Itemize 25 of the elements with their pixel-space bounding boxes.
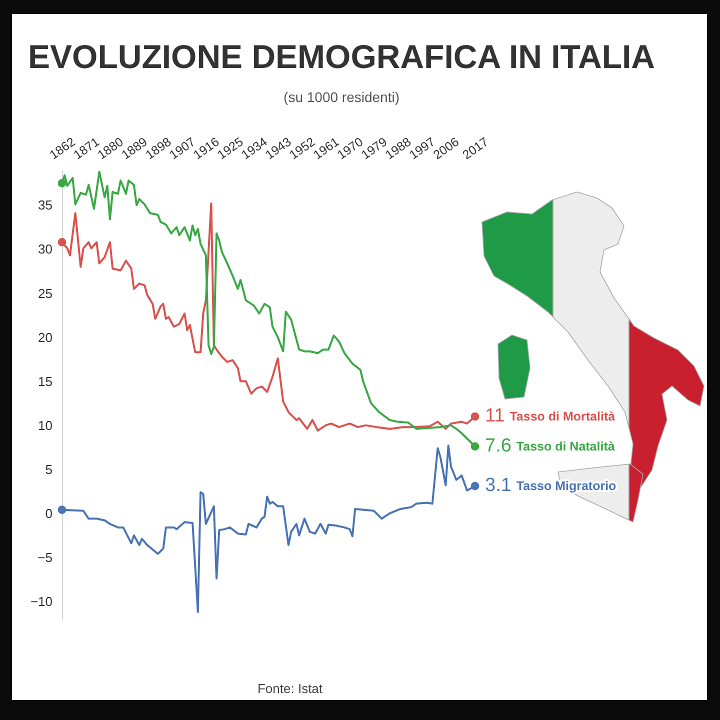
y-tick-label: 15 — [38, 374, 52, 389]
text: Tasso di Mortalità — [510, 410, 616, 424]
y-tick-label: 30 — [38, 242, 52, 257]
data-label: 11 — [485, 406, 505, 427]
y-tick-label: 20 — [38, 330, 52, 345]
text: Tasso Migratorio — [516, 479, 617, 494]
point — [470, 482, 480, 490]
y-tick-label: −10 — [30, 594, 52, 609]
data-label: 7.6 — [485, 435, 512, 456]
data-label: 3.1 — [485, 475, 512, 496]
text: Tasso di Natalità — [516, 439, 615, 454]
source-note: Fonte: Istat — [257, 681, 323, 696]
y-tick-label: 10 — [38, 418, 52, 433]
point — [470, 442, 480, 451]
y-tick-label: 35 — [38, 198, 52, 213]
chart-title: EVOLUZIONE DEMOGRAFICA IN ITALIA — [28, 38, 655, 76]
chart-subtitle: (su 1000 residenti) — [284, 89, 400, 106]
point — [58, 179, 66, 188]
point — [58, 506, 66, 514]
point — [58, 238, 66, 246]
y-tick-label: 25 — [38, 286, 52, 301]
y-tick-label: 0 — [45, 506, 52, 521]
y-tick-label: −5 — [38, 550, 52, 565]
y-tick-label: 5 — [45, 462, 52, 477]
point — [470, 412, 480, 421]
